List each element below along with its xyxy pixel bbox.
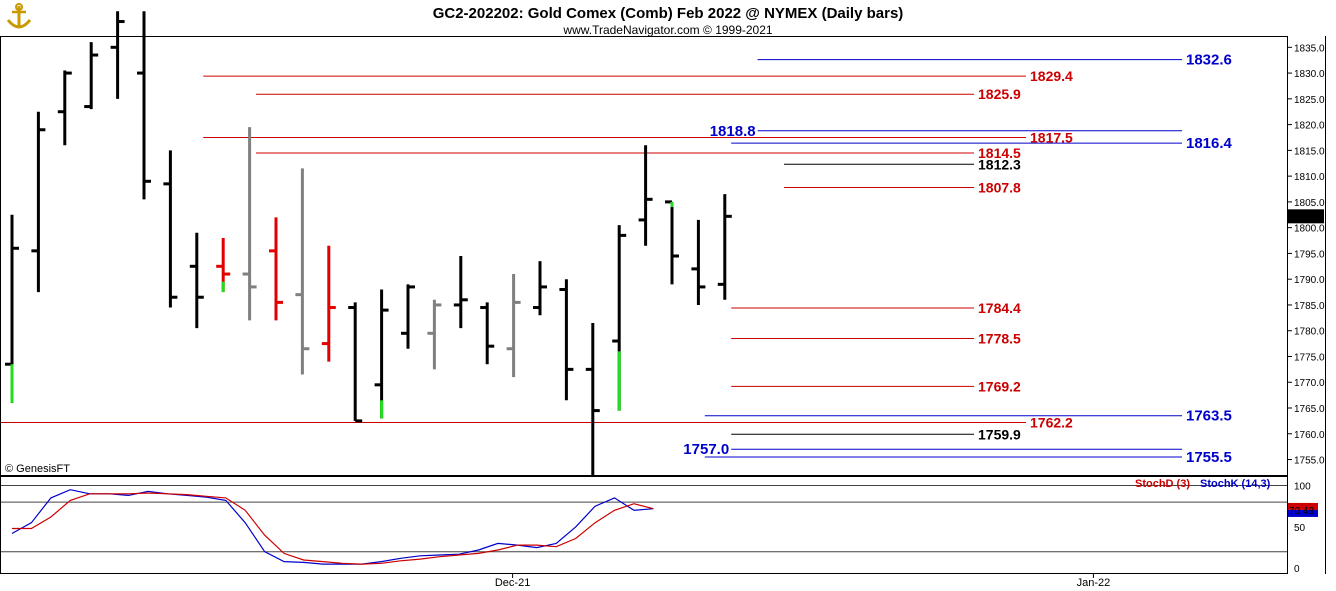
stoch-value-box-top xyxy=(1288,502,1318,510)
x-axis: Dec-21 Jan-22 xyxy=(495,573,1110,589)
last-price-box xyxy=(1288,209,1324,224)
y-tick-label: 1770.0 xyxy=(1294,378,1325,389)
y-tick-label: 1780.0 xyxy=(1294,327,1325,338)
level-label: 1763.5 xyxy=(1186,408,1232,425)
stoch-layer: 0 50 100 70.48 xyxy=(1,482,1318,575)
y-tick-label: 1790.0 xyxy=(1294,275,1325,286)
level-label: 1825.9 xyxy=(978,86,1021,102)
x-tick-label: Dec-21 xyxy=(495,577,530,589)
level-label: 1812.3 xyxy=(978,156,1021,172)
y-tick-label: 1795.0 xyxy=(1294,249,1325,260)
level-label: 1759.9 xyxy=(978,426,1021,442)
anchor-icon xyxy=(6,2,32,32)
chart-subtitle: www.TradeNavigator.com © 1999-2021 xyxy=(562,23,772,37)
y-tick-label: 1760.0 xyxy=(1294,430,1325,441)
level-label: 1818.8 xyxy=(710,123,756,140)
stoch-y-tick: 50 xyxy=(1294,523,1306,534)
stoch-pane xyxy=(0,476,1288,574)
level-label: 1816.4 xyxy=(1186,135,1233,152)
stoch-y-tick: 100 xyxy=(1294,482,1311,493)
y-tick-label: 1830.0 xyxy=(1294,69,1325,80)
level-label: 1784.4 xyxy=(978,300,1021,316)
stoch-value-label: 70.48 xyxy=(1289,506,1314,517)
legend-stochd: StochD (3) xyxy=(1135,478,1190,490)
stoch-y-tick: 0 xyxy=(1294,564,1300,575)
y-tick-label: 1810.0 xyxy=(1294,172,1325,183)
y-tick-label: 1800.0 xyxy=(1294,224,1325,235)
price-pane xyxy=(0,36,1288,476)
y-tick-label: 1835.0 xyxy=(1294,43,1325,54)
level-label: 1757.0 xyxy=(683,441,729,458)
y-tick-label: 1820.0 xyxy=(1294,121,1325,132)
level-label: 1769.2 xyxy=(978,378,1021,394)
chart-title: GC2-202202: Gold Comex (Comb) Feb 2022 @… xyxy=(433,5,904,22)
level-label: 1778.5 xyxy=(978,330,1021,346)
last-price-tag: 1802.2 xyxy=(1288,209,1324,224)
y-tick-label: 1805.0 xyxy=(1294,198,1325,209)
last-price-label: 1802.2 xyxy=(1290,212,1321,223)
y-tick-label: 1815.0 xyxy=(1294,146,1325,157)
x-tick-label: Jan-22 xyxy=(1077,577,1111,589)
watermark: © GenesisFT xyxy=(5,463,70,475)
levels-layer: 1832.6 1829.4 1825.9 1818.8 1817.5 1816.4 1814… xyxy=(1,52,1233,466)
level-label: 1755.5 xyxy=(1186,449,1232,466)
stoch-line xyxy=(12,492,654,565)
level-label: 1829.4 xyxy=(1030,68,1073,84)
y-tick-label: 1765.0 xyxy=(1294,404,1325,415)
level-label: 1817.5 xyxy=(1030,129,1073,145)
level-label: 1807.8 xyxy=(978,179,1021,195)
stoch-value-box-bottom xyxy=(1288,509,1318,517)
legend-stochk: StochK (14,3) xyxy=(1200,478,1271,490)
level-label: 1832.6 xyxy=(1186,52,1232,69)
level-label: 1814.5 xyxy=(978,145,1021,161)
y-tick-label: 1755.0 xyxy=(1294,456,1325,467)
y-tick-label: 1775.0 xyxy=(1294,352,1325,363)
y-tick-label: 1825.0 xyxy=(1294,95,1325,106)
level-label: 1762.2 xyxy=(1030,414,1073,430)
bars-layer xyxy=(5,11,732,475)
price-y-axis: 1755.0 1760.0 1765.0 1770.0 1775.0 1780.0 1785… xyxy=(1288,43,1325,467)
y-tick-label: 1785.0 xyxy=(1294,301,1325,312)
